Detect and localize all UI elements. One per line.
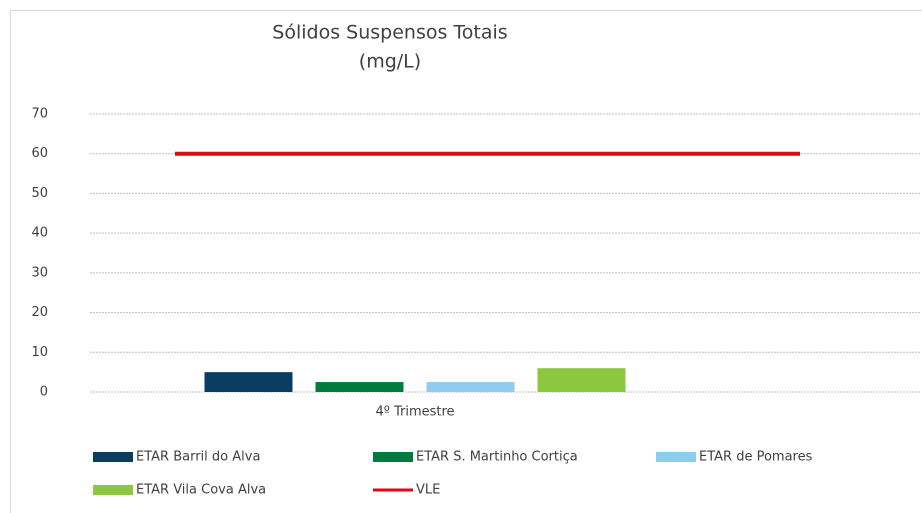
bar (204, 372, 293, 392)
y-tick-label: 20 (31, 305, 48, 320)
y-tick-label: 60 (31, 146, 48, 161)
chart-subtitle: (mg/L) (359, 51, 421, 73)
y-tick-label: 30 (31, 265, 48, 280)
legend-swatch (373, 452, 413, 462)
y-tick-label: 0 (40, 385, 48, 400)
legend-label: ETAR Barril do Alva (136, 450, 260, 465)
chart-border (10, 10, 922, 513)
legend-label: ETAR Vila Cova Alva (136, 483, 266, 498)
bar (537, 368, 626, 392)
legend-swatch (93, 452, 133, 462)
y-tick-label: 70 (31, 107, 48, 122)
x-tick-label: 4º Trimestre (375, 405, 454, 420)
y-tick-label: 50 (31, 186, 48, 201)
chart-title: Sólidos Suspensos Totais (272, 22, 507, 44)
legend-label: ETAR de Pomares (699, 450, 813, 465)
legend-label: VLE (416, 483, 440, 498)
bar (426, 382, 515, 392)
legend-label: ETAR S. Martinho Cortiça (416, 450, 578, 465)
legend-swatch (93, 485, 133, 495)
y-tick-label: 40 (31, 226, 48, 241)
bar (315, 382, 404, 392)
y-tick-label: 10 (31, 345, 48, 360)
legend-swatch (656, 452, 696, 462)
